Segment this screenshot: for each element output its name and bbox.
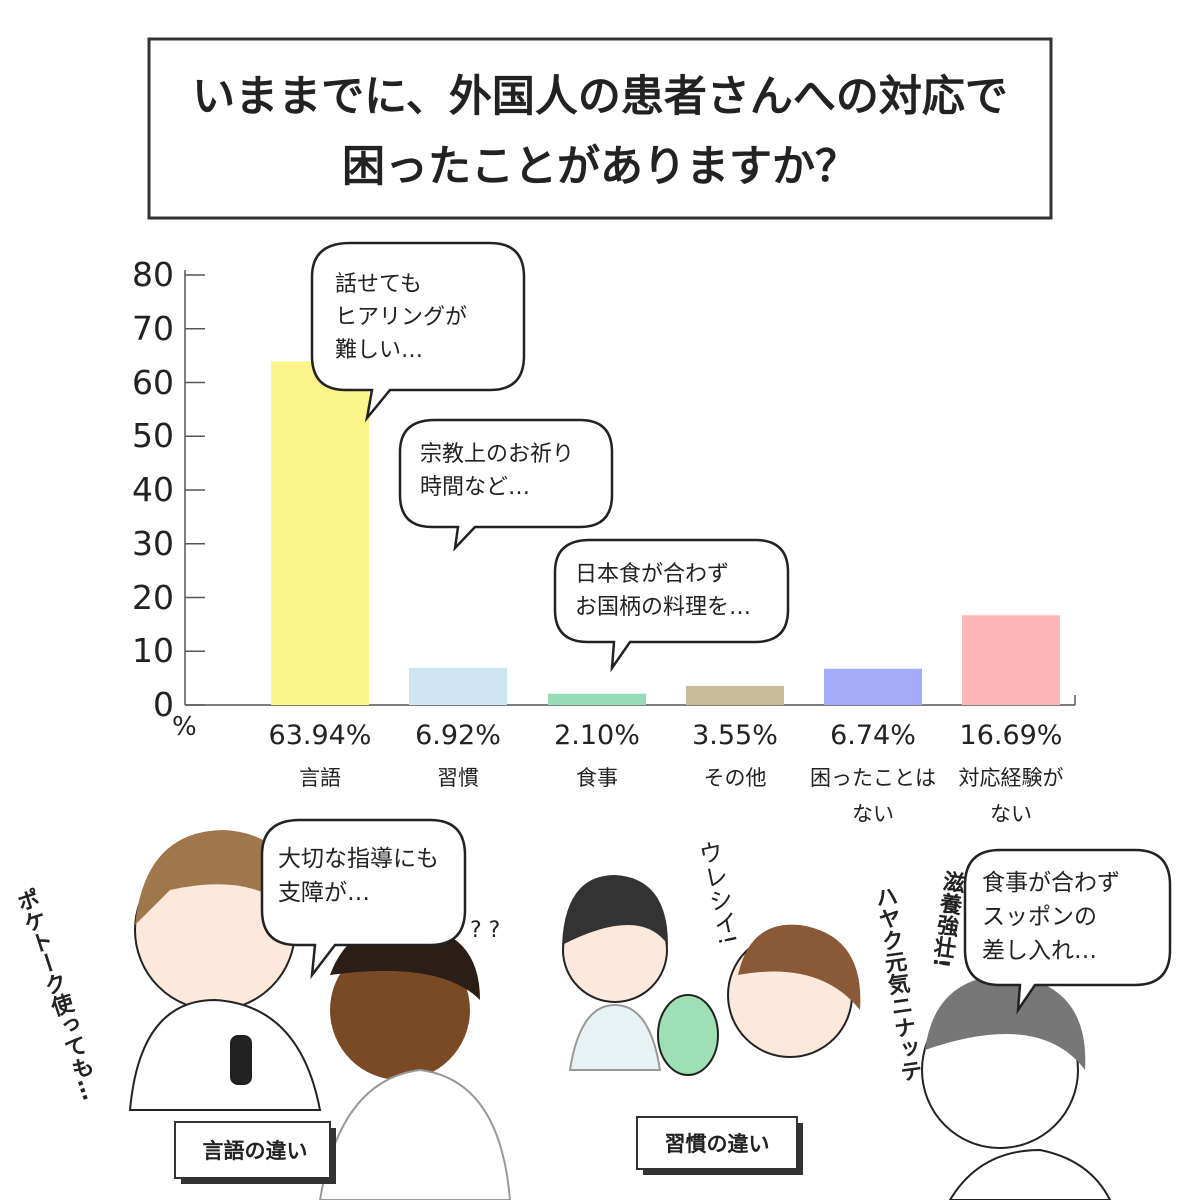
bubble-text: 大切な指導にも 支障が… <box>278 846 439 906</box>
title-box <box>147 37 1053 220</box>
value-label: 16.69% <box>959 720 1063 751</box>
illustration-people <box>128 830 1112 1200</box>
x-tick-label: 習慣 <box>437 766 479 790</box>
y-unit: % <box>172 712 197 742</box>
x-tick-label: 困ったことは ない <box>810 766 936 826</box>
x-tick-label: 食事 <box>576 766 618 790</box>
bubble <box>398 418 614 552</box>
y-tick-label: 20 <box>132 577 174 617</box>
x-tick-label: その他 <box>703 766 767 790</box>
value-label: 6.92% <box>415 720 501 751</box>
bubble <box>260 818 467 980</box>
value-label: 2.10% <box>554 720 640 751</box>
annotation: 話せても ヒアリングが 難しい… <box>335 272 468 363</box>
chart-title: いままでに、外国人の患者さんへの対応で 困ったことがありますか？ <box>192 72 1008 192</box>
y-tick-label: 60 <box>132 362 174 402</box>
y-tick-label: 40 <box>132 470 174 509</box>
bar <box>824 668 922 705</box>
comic-bubbles <box>260 818 1172 1015</box>
bar <box>962 615 1060 705</box>
y-tick-label: 50 <box>132 416 174 456</box>
sound-effect: ? ? <box>470 918 501 943</box>
speech-bubbles <box>310 241 790 673</box>
y-tick-label: 0 <box>153 685 174 724</box>
value-label: 3.55% <box>692 720 778 751</box>
y-tick-label: 10 <box>132 631 174 671</box>
bar <box>409 667 507 705</box>
caption-boxes <box>174 1116 803 1184</box>
bubble <box>553 538 790 673</box>
bar <box>548 693 646 705</box>
value-label: 63.94% <box>268 720 372 751</box>
caption: 言語の違い <box>202 1139 308 1163</box>
y-tick-label: 80 <box>132 255 174 294</box>
bubble <box>963 848 1172 1015</box>
annotation: 宗教上のお祈り 時間など… <box>420 442 575 500</box>
annotation: 日本食が合わず お国柄の料理を… <box>575 562 752 620</box>
bar <box>686 685 784 705</box>
caption: 習慣の違い <box>664 1132 770 1156</box>
bar <box>271 361 369 705</box>
bubble-text: 食事が合わず スッポンの 差し入れ… <box>982 870 1120 964</box>
x-tick-label: 言語 <box>299 766 341 790</box>
bubble <box>310 241 526 423</box>
value-label: 6.74% <box>830 720 916 751</box>
y-tick-label: 30 <box>132 523 174 563</box>
x-tick-label: 対応経験が ない <box>958 766 1064 826</box>
y-tick-label: 70 <box>132 308 174 348</box>
